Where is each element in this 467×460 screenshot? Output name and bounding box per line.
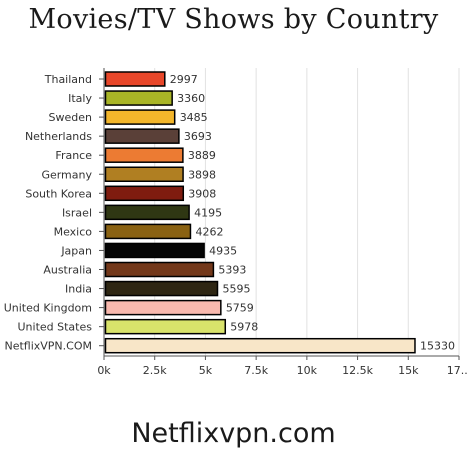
category-label: France (55, 149, 92, 162)
data-label: 3898 (188, 168, 216, 181)
bar (104, 128, 180, 144)
category-label: South Korea (25, 187, 92, 200)
category-label: United Kingdom (4, 302, 92, 315)
x-axis: 0k 2.5k 5k 7.5k 10k 12.5k 15k 17... Thailand Ital… (4, 68, 467, 377)
data-label: 3360 (177, 92, 205, 105)
x-tick-label: 7.5k (244, 364, 268, 377)
category-label: Japan (60, 244, 92, 257)
bars: 2997 3360 3485 3693 3889 3898 3908 4195 4262 4935… (104, 71, 455, 354)
data-label: 3908 (188, 187, 216, 200)
data-label: 3693 (184, 130, 212, 143)
x-tick-label: 5k (199, 364, 213, 377)
bar (104, 280, 219, 297)
category-label: India (65, 283, 92, 296)
bar (104, 147, 184, 163)
category-label: Sweden (49, 111, 92, 124)
data-label: 15330 (420, 340, 455, 353)
bar (104, 90, 173, 106)
chart-title: Movies/TV Shows by Country (28, 4, 439, 35)
category-label: Israel (62, 206, 92, 219)
category-label: Italy (68, 92, 92, 105)
category-label: Thailand (44, 73, 92, 86)
bar (104, 337, 416, 354)
bar (104, 204, 190, 221)
x-tick-label: 15k (398, 364, 419, 377)
bar (104, 71, 166, 87)
data-label: 5595 (222, 283, 250, 296)
data-label: 3485 (180, 111, 208, 124)
bar (104, 242, 205, 259)
x-tick-label: 10k (297, 364, 318, 377)
data-label: 5759 (226, 302, 254, 315)
bar (104, 261, 215, 278)
bar (104, 166, 184, 182)
category-label: United States (18, 321, 93, 334)
bar (104, 223, 192, 240)
bar (104, 318, 227, 335)
bar (104, 299, 222, 316)
data-label: 4195 (194, 206, 222, 219)
x-tick-label: 0k (97, 364, 111, 377)
data-label: 5393 (218, 264, 246, 277)
data-label: 4935 (209, 244, 237, 257)
category-label: Mexico (54, 225, 93, 238)
bar-chart: 2997 3360 3485 3693 3889 3898 3908 4195 4262 4935… (4, 68, 467, 377)
category-label: Germany (41, 168, 92, 181)
category-label: NetflixVPN.COM (4, 340, 92, 353)
data-label: 4262 (195, 225, 223, 238)
data-label: 3889 (188, 149, 216, 162)
footer-watermark: Netflixvpn.com (131, 418, 336, 449)
data-label: 5978 (230, 321, 258, 334)
x-tick-label: 12.5k (342, 364, 373, 377)
category-label: Australia (43, 264, 92, 277)
data-label: 2997 (170, 73, 198, 86)
bar (104, 185, 185, 202)
x-tick-label: 2.5k (143, 364, 167, 377)
bar (104, 109, 176, 125)
category-label: Netherlands (25, 130, 92, 143)
x-tick-label: 17... (447, 364, 467, 377)
